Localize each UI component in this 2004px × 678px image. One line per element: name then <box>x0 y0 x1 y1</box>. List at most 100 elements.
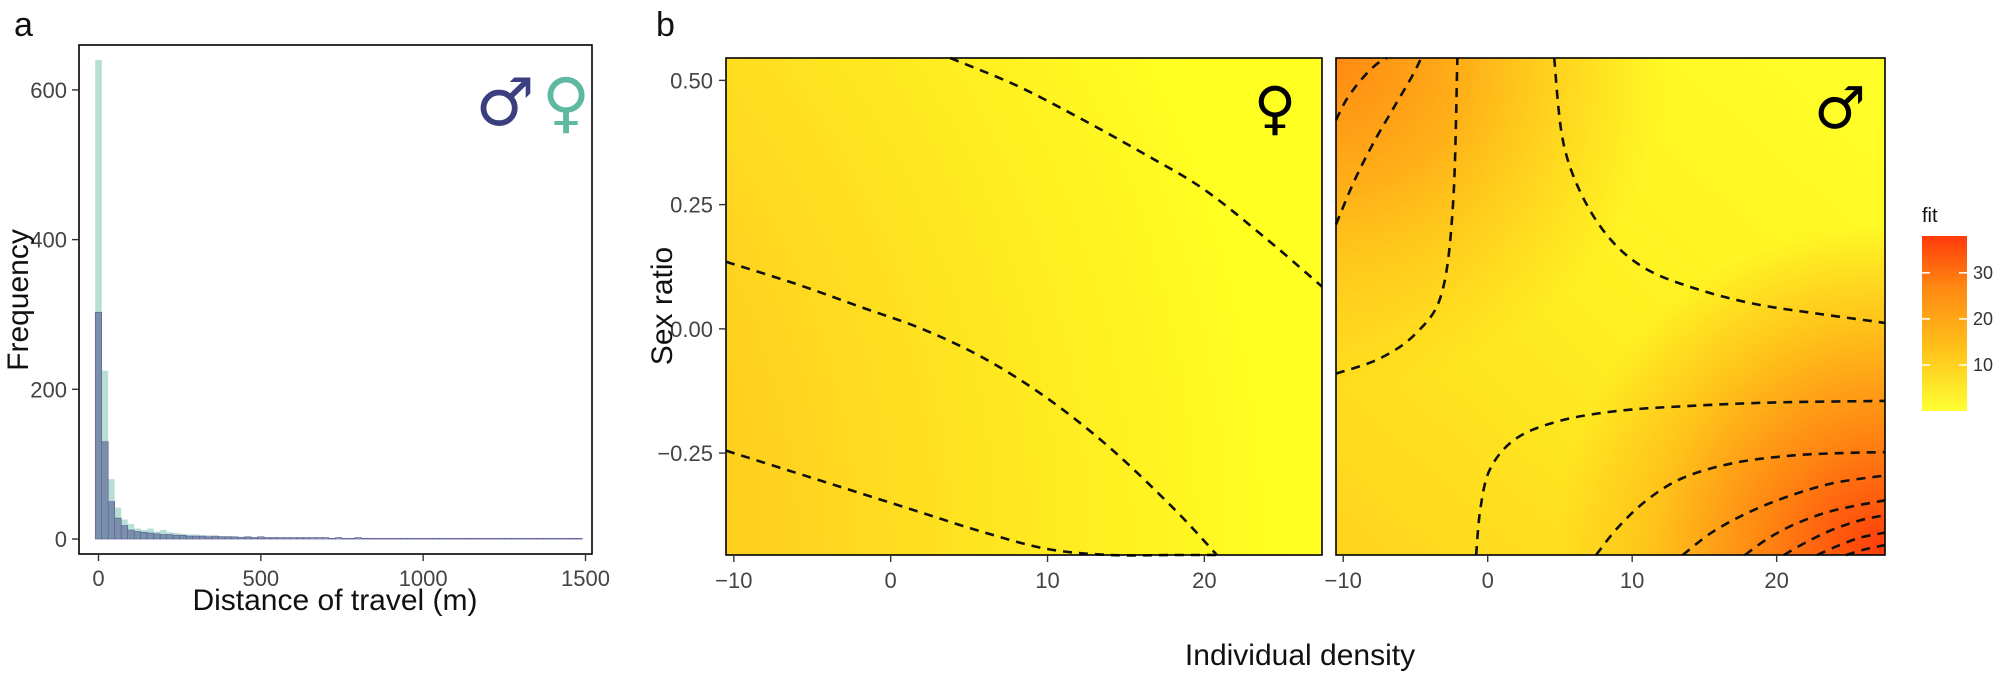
male-histogram-bar <box>575 537 583 540</box>
female-surface <box>726 58 1322 555</box>
male-histogram-bar <box>289 537 297 540</box>
male-histogram-bar <box>562 537 570 540</box>
male-histogram-bar <box>205 536 213 540</box>
male-histogram-bar <box>445 537 453 540</box>
contour-x-tick-label: 20 <box>1764 568 1788 593</box>
contour-x-tick-label: 20 <box>1192 568 1216 593</box>
histogram-x-tick-label: 1000 <box>399 566 448 591</box>
male-histogram-bar <box>491 537 499 540</box>
contour-panel: ♀ ♂ −10 0 10 20 −10 0 10 20 0.50 0.25 0.00 −0.25 In… <box>646 56 1993 672</box>
male-histogram-bar <box>354 537 362 540</box>
male-histogram-bar <box>348 537 356 540</box>
contour-y-tick-label: 0.00 <box>670 317 713 342</box>
male-histogram-bar <box>335 537 343 540</box>
histogram-panel: 0 500 1000 1500 0 200 400 600 ♂ ♀ Distance of t… <box>2 44 610 617</box>
male-histogram-bar <box>172 534 180 540</box>
female-histogram-bar <box>95 59 102 540</box>
legend-male-symbol: ♂ <box>475 64 534 141</box>
male-histogram-bar <box>504 537 512 540</box>
male-histogram-bar <box>555 537 564 540</box>
male-histogram-bar <box>361 537 369 540</box>
contour-x-tick-label: 10 <box>1620 568 1644 593</box>
male-histogram-bar <box>465 537 473 540</box>
panel-label-b: b <box>656 6 675 44</box>
colorbar-ticks: 10 20 30 <box>1922 263 1993 375</box>
contour-y-tick-label: 0.50 <box>670 68 713 93</box>
male-histogram-bar <box>237 537 245 540</box>
female-facet-frame <box>725 57 1323 556</box>
male-histogram-bar <box>185 535 193 540</box>
male-histogram-bar <box>224 536 232 540</box>
male-histogram-bar <box>153 533 161 540</box>
female-contour-line <box>725 260 1218 556</box>
male-surface-lower-hot <box>1336 58 1885 555</box>
male-histogram-bar <box>146 532 154 540</box>
colorbar-tick-label: 10 <box>1973 355 1993 375</box>
histogram-x-axis-label: Distance of travel (m) <box>192 584 477 617</box>
male-histogram-bar <box>179 534 187 540</box>
colorbar-title: fit <box>1922 205 1938 227</box>
male-histogram-bar <box>250 537 258 540</box>
contour-y-axis-label: Sex ratio <box>646 247 679 365</box>
male-histogram-bar <box>471 537 479 540</box>
facet-symbol-male: ♂ <box>1814 74 1866 142</box>
female-contour-line <box>949 56 1323 288</box>
male-histogram-bar <box>322 537 330 540</box>
contour-y-tick-label: −0.25 <box>657 441 713 466</box>
contour-axes: −10 0 10 20 −10 0 10 20 0.50 0.25 0.00 −0.25 <box>657 68 1789 593</box>
histogram-y-tick-label: 0 <box>55 527 67 552</box>
male-histogram-bar <box>302 537 310 540</box>
male-contour-line <box>1335 57 1459 375</box>
male-contour-line <box>1334 56 1388 121</box>
male-histogram-bar <box>244 536 252 540</box>
contour-x-axis-label: Individual density <box>1185 639 1415 672</box>
contour-y-tick-label: 0.25 <box>670 193 713 218</box>
male-contours <box>1334 56 1886 557</box>
male-histogram-bar <box>107 501 116 540</box>
male-histogram-bar <box>94 311 103 540</box>
colorbar-tick-label: 20 <box>1973 309 1993 329</box>
male-contour-line <box>1552 57 1886 325</box>
male-histogram-bar <box>510 537 518 540</box>
male-histogram-bar <box>140 531 148 540</box>
male-histogram-bar <box>452 537 460 540</box>
male-histogram-bar <box>432 537 440 540</box>
male-histogram-bar <box>341 537 349 540</box>
male-histogram-bar <box>198 535 206 540</box>
colorbar-tick-label: 30 <box>1973 263 1993 283</box>
male-histogram-bar <box>270 537 278 540</box>
contour-x-tick-label: 10 <box>1035 568 1059 593</box>
male-histogram-bar <box>374 537 382 540</box>
male-histogram-bar <box>406 537 414 540</box>
male-histogram-bar <box>309 537 317 540</box>
male-histogram-bar <box>497 537 505 540</box>
male-contour-line <box>1595 450 1886 556</box>
male-histogram-bar <box>426 537 434 540</box>
male-histogram-bar <box>393 537 401 540</box>
male-histogram-bar <box>484 537 492 540</box>
histogram-x-tick-label: 1500 <box>561 566 610 591</box>
histogram-y-tick-label: 600 <box>30 78 67 103</box>
male-contour-line <box>1681 474 1886 557</box>
male-histogram-bar <box>439 537 447 540</box>
male-histogram-bar <box>536 537 544 540</box>
male-contour-line <box>1845 543 1886 557</box>
male-contour-line <box>1474 399 1886 556</box>
male-histogram-bar <box>283 537 291 540</box>
contour-x-tick-label: 0 <box>885 568 897 593</box>
facet-symbol-female: ♀ <box>1254 74 1296 142</box>
legend-female-symbol: ♀ <box>542 64 590 141</box>
male-histogram-bar <box>231 536 239 540</box>
male-histogram-bar <box>380 537 388 540</box>
male-histogram-bar <box>296 537 304 540</box>
panel-label-a: a <box>14 6 33 44</box>
contour-x-tick-label: 0 <box>1482 568 1494 593</box>
colorbar-gradient <box>1922 236 1967 411</box>
male-facet-frame <box>1335 57 1886 556</box>
contour-x-tick-label: −10 <box>715 568 752 593</box>
male-histogram-bar <box>367 537 375 540</box>
histogram-plot-area <box>78 44 593 555</box>
male-histogram-bar <box>133 531 141 540</box>
histogram-x-tick-label: 500 <box>242 566 279 591</box>
male-contour-line <box>1816 531 1886 557</box>
